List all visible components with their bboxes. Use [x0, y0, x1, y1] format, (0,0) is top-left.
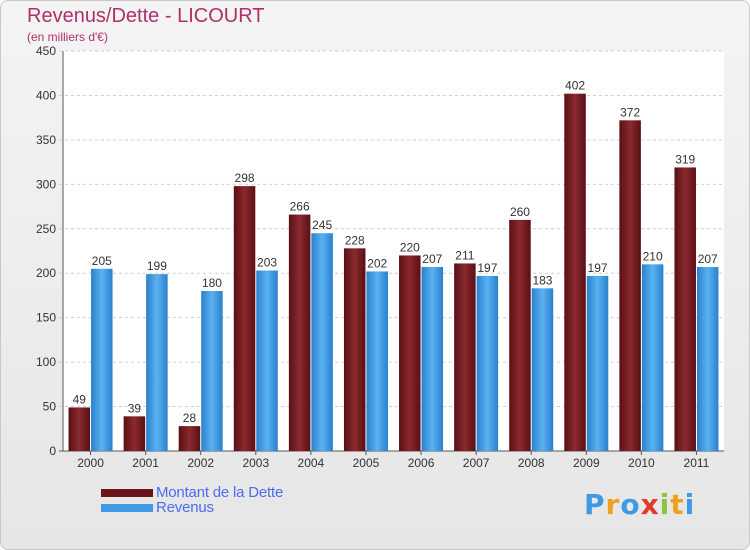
logo-letter: t	[670, 488, 685, 521]
x-tick-label: 2000	[77, 456, 104, 470]
x-tick-label: 2006	[408, 456, 435, 470]
data-label-dette: 39	[128, 401, 142, 415]
bar-dette	[68, 407, 91, 451]
y-tick-label: 150	[36, 311, 56, 325]
data-label-revenus: 180	[202, 276, 222, 290]
bar-dette	[399, 255, 421, 451]
data-label-dette: 319	[675, 152, 695, 166]
data-label-dette: 211	[455, 248, 474, 262]
data-label-revenus: 197	[588, 261, 608, 275]
bar-dette	[619, 120, 641, 451]
data-label-dette: 260	[510, 205, 530, 219]
bar-revenus	[421, 267, 444, 451]
legend-label-dette: Montant de la Dette	[156, 484, 284, 501]
y-tick-label: 200	[36, 266, 56, 280]
bar-revenus	[586, 275, 609, 451]
x-tick-label: 2004	[298, 456, 325, 470]
bar-dette	[509, 219, 531, 451]
bar-revenus	[201, 291, 223, 451]
data-label-revenus: 205	[92, 254, 112, 268]
logo-letter: i	[684, 488, 696, 521]
y-tick-label: 350	[36, 133, 56, 147]
x-tick-label: 2002	[187, 456, 214, 470]
data-label-dette: 220	[400, 240, 420, 254]
y-tick-label: 100	[36, 355, 56, 369]
data-label-revenus: 207	[422, 252, 442, 266]
logo-letter: x	[640, 488, 660, 521]
legend-swatch-dette	[101, 489, 153, 497]
data-label-revenus: 207	[698, 252, 718, 266]
logo-letter: P	[584, 488, 606, 521]
x-tick-label: 2009	[573, 456, 600, 470]
bar-revenus	[311, 233, 333, 451]
y-tick-label: 450	[36, 44, 56, 58]
data-label-revenus: 245	[312, 218, 332, 232]
data-label-revenus: 202	[367, 256, 387, 270]
bar-dette	[288, 214, 311, 451]
bar-dette	[564, 93, 586, 452]
data-label-dette: 298	[235, 171, 255, 185]
bar-dette	[178, 426, 201, 451]
x-tick-label: 2003	[242, 456, 269, 470]
data-label-revenus: 197	[477, 261, 497, 275]
bar-revenus	[641, 264, 664, 451]
bar-dette	[123, 416, 146, 451]
bar-revenus	[146, 274, 168, 451]
logo-letter: r	[605, 488, 621, 521]
bar-revenus	[256, 270, 278, 451]
x-tick-label: 2011	[684, 456, 710, 470]
bar-dette	[674, 167, 696, 451]
bar-revenus	[696, 267, 719, 451]
data-label-dette: 266	[290, 200, 310, 214]
chart-subtitle: (en milliers d'€)	[27, 30, 108, 44]
bar-dette	[343, 248, 366, 451]
bar-revenus	[476, 275, 499, 451]
data-label-revenus: 183	[532, 273, 552, 287]
data-label-dette: 228	[345, 233, 365, 247]
data-label-dette: 28	[183, 411, 197, 425]
data-label-revenus: 210	[643, 249, 663, 263]
x-tick-label: 2008	[518, 456, 545, 470]
chart-title: Revenus/Dette - LICOURT	[27, 5, 265, 27]
y-tick-label: 400	[36, 88, 56, 102]
logo-letter: o	[620, 488, 641, 521]
logo-letter: i	[659, 488, 671, 521]
proxiti-logo: Proxiti	[584, 488, 695, 521]
legend-swatch-revenus	[101, 504, 153, 512]
bar-dette	[454, 263, 476, 451]
data-label-revenus: 199	[147, 259, 167, 273]
data-label-dette: 372	[620, 105, 640, 119]
x-tick-label: 2001	[132, 456, 159, 470]
data-label-dette: 402	[565, 79, 585, 93]
bar-revenus	[91, 268, 113, 451]
x-tick-label: 2005	[353, 456, 380, 470]
bar-revenus	[366, 271, 388, 451]
data-label-revenus: 203	[257, 256, 277, 270]
x-tick-label: 2010	[628, 456, 655, 470]
y-tick-label: 0	[49, 444, 56, 458]
bar-dette	[233, 186, 256, 451]
data-label-dette: 49	[73, 392, 87, 406]
legend-label-revenus: Revenus	[156, 499, 214, 516]
y-tick-label: 300	[36, 177, 56, 191]
plot-area	[63, 51, 724, 451]
x-tick-label: 2007	[463, 456, 490, 470]
y-tick-label: 250	[36, 222, 56, 236]
bar-revenus	[531, 288, 554, 451]
y-tick-label: 50	[43, 400, 57, 414]
